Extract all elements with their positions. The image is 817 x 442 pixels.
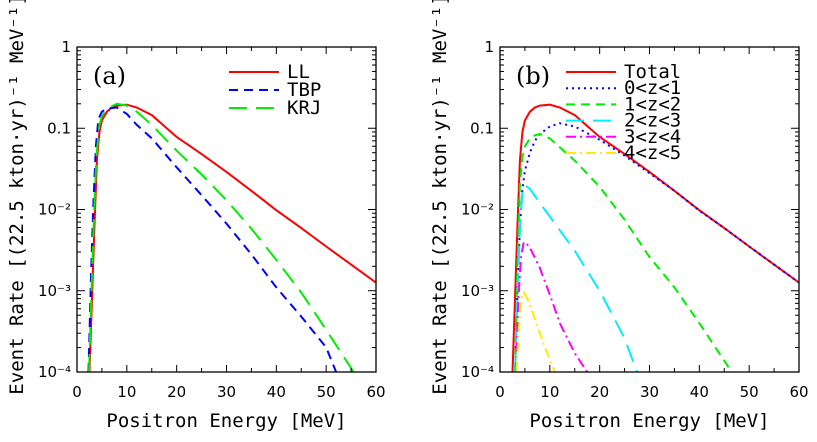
legend-entry: 0<z<1 bbox=[624, 77, 681, 99]
x-tick-label: 20 bbox=[167, 383, 186, 401]
x-tick-label: 30 bbox=[217, 383, 236, 401]
x-tick-label: 40 bbox=[690, 383, 709, 401]
y-tick-label: 0.1 bbox=[47, 119, 71, 137]
legend-entry: 3<z<4 bbox=[624, 126, 681, 148]
x-tick-label: 40 bbox=[267, 383, 286, 401]
x-tick-label: 0 bbox=[72, 383, 82, 401]
legend-entry: TBP bbox=[287, 79, 321, 101]
panel-label: (b) bbox=[516, 62, 550, 90]
y-tick-label: 10⁻² bbox=[461, 201, 494, 219]
x-tick-label: 20 bbox=[590, 383, 609, 401]
series-line-2-z-3 bbox=[514, 183, 638, 372]
x-tick-label: 10 bbox=[117, 383, 136, 401]
y-tick-label: 10⁻³ bbox=[38, 282, 71, 300]
x-tick-label: 60 bbox=[366, 383, 385, 401]
y-tick-label: 10⁻² bbox=[38, 201, 71, 219]
x-tick-label: 10 bbox=[540, 383, 559, 401]
series-line-1-z-2 bbox=[514, 132, 733, 372]
y-tick-label: 1 bbox=[61, 38, 71, 56]
legend-entry: 4<z<5 bbox=[624, 142, 681, 164]
x-axis-label: Positron Energy [MeV] bbox=[529, 410, 769, 432]
x-axis-label: Positron Energy [MeV] bbox=[106, 410, 346, 432]
x-tick-label: 50 bbox=[317, 383, 336, 401]
legend-entry: Total bbox=[624, 61, 681, 83]
series-line-0-z-1 bbox=[514, 122, 799, 372]
y-tick-label: 10⁻⁴ bbox=[38, 363, 71, 381]
x-tick-label: 30 bbox=[640, 383, 659, 401]
series-line-3-z-4 bbox=[514, 240, 589, 372]
series-line-krj bbox=[88, 102, 355, 372]
legend-entry: LL bbox=[287, 61, 310, 83]
y-axis-label: Event Rate [(22.5 kton·yr)⁻¹ MeV⁻¹] bbox=[429, 0, 451, 395]
series-line-tbp bbox=[87, 106, 338, 372]
y-axis-label: Event Rate [(22.5 kton·yr)⁻¹ MeV⁻¹] bbox=[6, 0, 28, 395]
plot-frame bbox=[76, 46, 377, 373]
x-tick-label: 60 bbox=[789, 383, 808, 401]
series-line-ll bbox=[88, 103, 376, 372]
y-tick-label: 0.1 bbox=[470, 119, 494, 137]
y-tick-label: 10⁻³ bbox=[461, 282, 494, 300]
legend-entry: KRJ bbox=[287, 97, 321, 119]
panel-a: 0 10 20 30 40 50 60 10⁻⁴ 10⁻³ 10⁻² 0.1 1 Positron En… bbox=[6, 0, 386, 432]
panel-b: 0 10 20 30 40 50 60 10⁻⁴ 10⁻³ 10⁻² 0.1 1 Positron En… bbox=[429, 0, 809, 432]
y-tick-label: 1 bbox=[484, 38, 494, 56]
panel-label: (a) bbox=[93, 62, 126, 90]
y-tick-label: 10⁻⁴ bbox=[461, 363, 494, 381]
x-tick-label: 50 bbox=[740, 383, 759, 401]
x-tick-label: 0 bbox=[495, 383, 505, 401]
series-line-4-z-5 bbox=[515, 290, 556, 372]
legend-entry: 1<z<2 bbox=[624, 93, 681, 115]
legend-entry: 2<z<3 bbox=[624, 110, 681, 132]
